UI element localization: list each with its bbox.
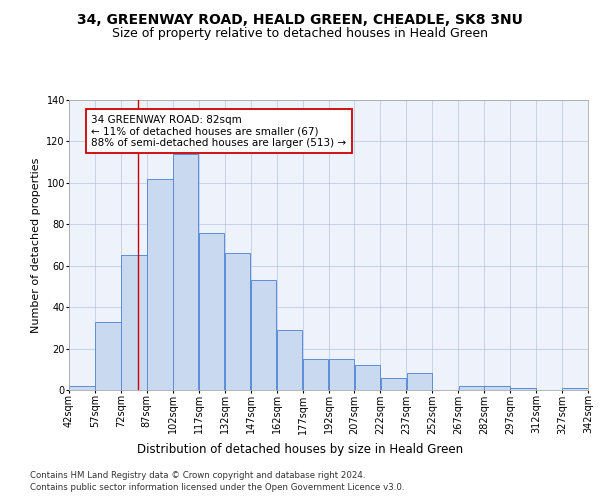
Bar xyxy=(69,386,95,390)
Bar xyxy=(407,374,432,390)
Y-axis label: Number of detached properties: Number of detached properties xyxy=(31,158,41,332)
Bar xyxy=(355,365,380,390)
Text: Contains HM Land Registry data © Crown copyright and database right 2024.: Contains HM Land Registry data © Crown c… xyxy=(30,471,365,480)
Bar xyxy=(562,388,588,390)
Text: 34, GREENWAY ROAD, HEALD GREEN, CHEADLE, SK8 3NU: 34, GREENWAY ROAD, HEALD GREEN, CHEADLE,… xyxy=(77,12,523,26)
Bar xyxy=(225,254,250,390)
Bar xyxy=(121,256,146,390)
Bar xyxy=(173,154,199,390)
Bar xyxy=(380,378,406,390)
Bar xyxy=(484,386,510,390)
Bar xyxy=(277,330,302,390)
Bar xyxy=(95,322,121,390)
Bar xyxy=(329,359,354,390)
Bar xyxy=(303,359,328,390)
Text: Size of property relative to detached houses in Heald Green: Size of property relative to detached ho… xyxy=(112,28,488,40)
Bar xyxy=(251,280,277,390)
Text: 34 GREENWAY ROAD: 82sqm
← 11% of detached houses are smaller (67)
88% of semi-de: 34 GREENWAY ROAD: 82sqm ← 11% of detache… xyxy=(91,114,347,148)
Bar xyxy=(511,388,536,390)
Text: Contains public sector information licensed under the Open Government Licence v3: Contains public sector information licen… xyxy=(30,484,404,492)
Bar xyxy=(147,178,173,390)
Bar xyxy=(199,232,224,390)
Text: Distribution of detached houses by size in Heald Green: Distribution of detached houses by size … xyxy=(137,442,463,456)
Bar xyxy=(458,386,484,390)
